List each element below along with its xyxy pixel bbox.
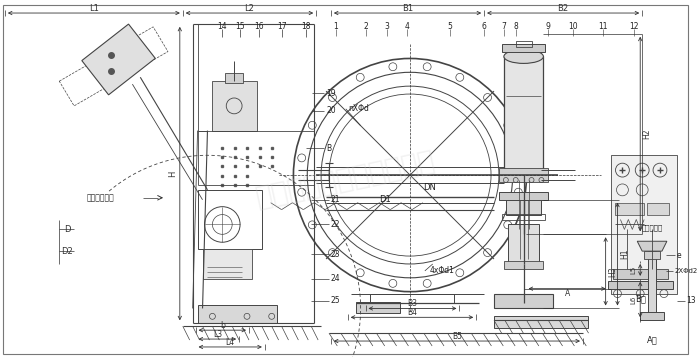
Text: 9: 9: [546, 22, 551, 31]
Text: 11: 11: [598, 22, 608, 31]
Bar: [502, 214, 545, 219]
Bar: [648, 251, 656, 318]
Text: 22: 22: [331, 220, 340, 229]
Text: 23: 23: [331, 250, 341, 258]
Bar: [499, 192, 548, 200]
Text: b: b: [220, 321, 225, 330]
Bar: [212, 81, 257, 131]
Bar: [197, 306, 276, 323]
Text: 18: 18: [302, 22, 311, 31]
Polygon shape: [637, 241, 667, 251]
Text: 4xΦd1: 4xΦd1: [430, 266, 454, 275]
Bar: [644, 251, 660, 259]
Text: B1: B1: [402, 4, 413, 13]
Text: 15: 15: [235, 22, 245, 31]
Text: 6: 6: [482, 22, 486, 31]
Bar: [197, 190, 262, 249]
Text: 4: 4: [405, 22, 409, 31]
Text: B向: B向: [635, 294, 645, 303]
Text: L5: L5: [630, 266, 636, 274]
Bar: [508, 224, 540, 264]
Text: B4: B4: [407, 308, 417, 317]
Bar: [610, 155, 677, 294]
Text: 25: 25: [331, 296, 341, 305]
Text: D1: D1: [379, 195, 391, 204]
Bar: [647, 203, 669, 215]
Text: L4: L4: [225, 337, 234, 346]
Bar: [640, 312, 664, 320]
Text: D2: D2: [62, 247, 73, 256]
Bar: [612, 269, 668, 279]
Text: nXΦd: nXΦd: [348, 104, 369, 113]
Text: 7: 7: [501, 22, 506, 31]
Text: 3: 3: [385, 22, 390, 31]
Bar: [494, 316, 588, 328]
Text: D: D: [64, 225, 71, 234]
Text: 2: 2: [363, 22, 368, 31]
Text: L3: L3: [213, 330, 222, 339]
Text: 17: 17: [276, 22, 286, 31]
Text: e: e: [677, 251, 681, 260]
Ellipse shape: [504, 170, 543, 180]
Bar: [202, 249, 252, 279]
Text: H3: H3: [608, 266, 617, 277]
Text: B5: B5: [452, 332, 462, 341]
Text: B3: B3: [407, 299, 417, 308]
Text: 16: 16: [254, 22, 264, 31]
Text: 21: 21: [331, 195, 340, 204]
Bar: [516, 41, 531, 47]
Text: 19: 19: [326, 89, 336, 98]
Text: 5: 5: [447, 22, 452, 31]
Text: 24: 24: [331, 274, 341, 283]
Bar: [499, 168, 548, 182]
Text: 2XΦd2: 2XΦd2: [675, 268, 698, 274]
Text: 20: 20: [326, 106, 336, 115]
Bar: [506, 195, 541, 215]
Ellipse shape: [504, 50, 543, 64]
Bar: [502, 44, 545, 52]
Text: H: H: [169, 171, 177, 177]
Bar: [615, 203, 644, 215]
Bar: [356, 302, 400, 313]
Text: H1: H1: [620, 249, 629, 259]
Text: B: B: [326, 144, 331, 153]
Bar: [504, 261, 543, 269]
Text: A: A: [564, 289, 570, 298]
Text: 8: 8: [513, 22, 518, 31]
Text: 1: 1: [333, 22, 338, 31]
Text: H2: H2: [643, 129, 652, 139]
Text: DN: DN: [424, 183, 436, 192]
Bar: [504, 56, 543, 175]
Text: 13: 13: [687, 296, 696, 305]
Bar: [225, 73, 243, 83]
Text: L6: L6: [630, 295, 636, 304]
Text: 广州市华德工业有限公司: 广州市华德工业有限公司: [253, 146, 438, 212]
Text: L1: L1: [89, 4, 99, 13]
Text: 横筒中心线: 横筒中心线: [641, 224, 663, 231]
Text: 密封水压方向: 密封水压方向: [87, 193, 115, 202]
Text: B2: B2: [558, 4, 568, 13]
Text: A向: A向: [647, 336, 657, 345]
Text: 12: 12: [629, 22, 639, 31]
Polygon shape: [82, 24, 155, 95]
Text: 10: 10: [568, 22, 578, 31]
Bar: [494, 294, 553, 308]
Bar: [608, 281, 673, 289]
Text: L2: L2: [244, 4, 254, 13]
Text: 14: 14: [218, 22, 227, 31]
